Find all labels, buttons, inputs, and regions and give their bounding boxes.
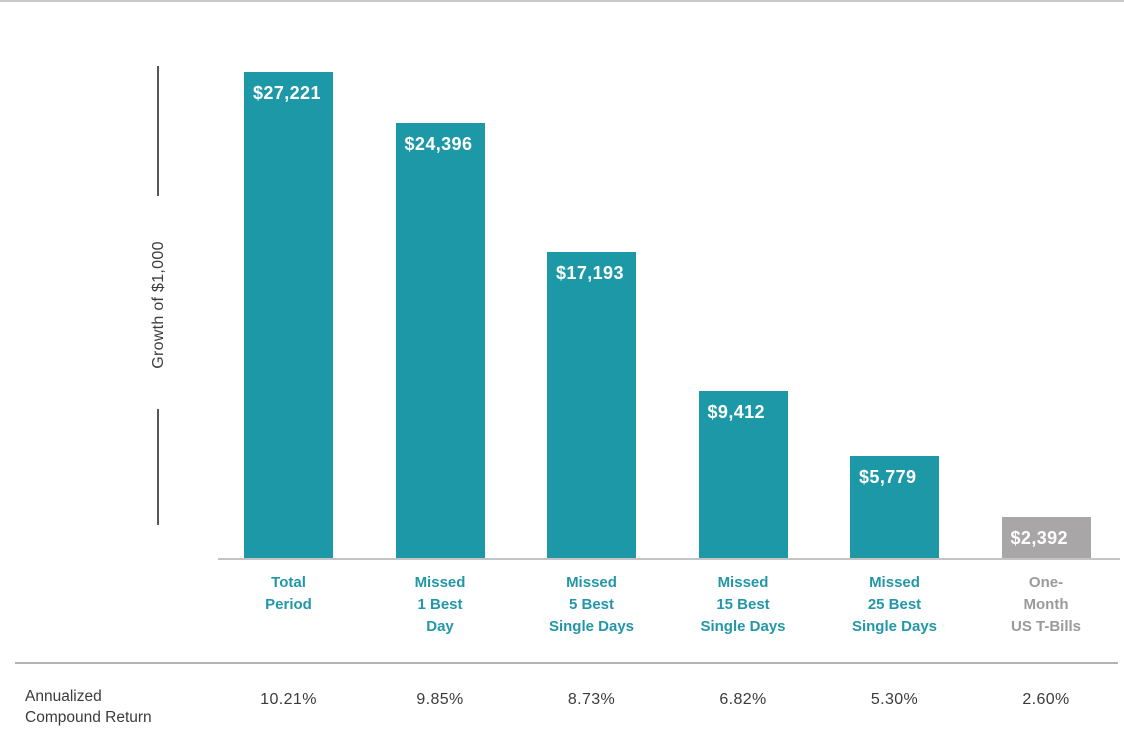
bar-2: $24,396 [395,122,485,560]
bar-6: $2,392 [1001,517,1091,560]
annualized-return-value-4: 6.82% [719,691,767,708]
annualized-return-label: Annualized Compound Return [25,686,152,728]
annualized-return-value-5: 5.30% [870,691,919,708]
bar-value-label-6: $2,392 [1010,528,1068,549]
y-axis-line-bottom [157,409,159,525]
category-label-6: One- Month US T-Bills [1010,574,1081,635]
bar-4: $9,412 [698,391,788,560]
bar-value-label-1: $27,221 [253,83,321,103]
bar-value-label-4: $9,412 [707,402,765,423]
bar-value-label-3: $17,193 [556,262,624,283]
annualized-return-label-line1: Annualized [25,688,102,705]
category-label-2: Missed 1 Best Day [414,574,466,635]
y-axis-line-top [157,66,159,196]
annualized-return-value-3: 8.73% [567,691,616,708]
bar-value-label-5: $5,779 [859,467,917,488]
top-rule-line [0,0,1124,2]
category-label-1: Total Period [265,574,312,613]
bar-1: $27,221 [244,72,333,560]
annualized-return-value-6: 2.60% [1022,691,1070,708]
category-label-3: Missed 5 Best Single Days [548,574,635,635]
x-axis-baseline [218,558,1120,560]
y-axis-label: Growth of $1,000 [150,241,167,369]
annualized-return-value-2: 9.85% [416,691,464,708]
bar-5: $5,779 [850,456,939,560]
bar-3: $17,193 [547,251,636,560]
annualized-return-label-line2: Compound Return [25,709,152,726]
category-label-4: Missed 15 Best Single Days [700,574,786,635]
bar-value-label-2: $24,396 [404,133,473,154]
category-label-5: Missed 25 Best Single Days [851,574,938,635]
footer-divider-line [15,662,1118,664]
annualized-return-value-1: 10.21% [260,691,317,708]
